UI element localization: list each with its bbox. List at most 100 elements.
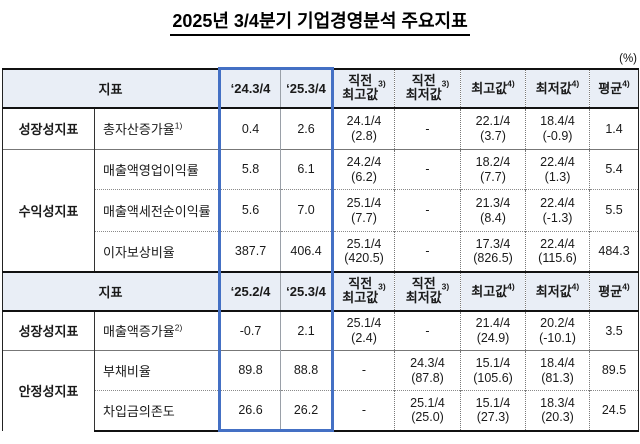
value-cell: - — [394, 231, 461, 272]
value-cell: -0.7 — [218, 310, 282, 351]
value-cell: 3.5 — [589, 310, 640, 351]
value-cell: 24.5 — [589, 390, 640, 432]
header-sup: 4) — [571, 281, 580, 292]
value-cell: 484.3 — [589, 231, 640, 272]
table-row: 차입금의존도 26.6 26.2 - 25.1/4 (25.0) 15.1/4 … — [3, 390, 640, 432]
title-wrap: 2025년 3/4분기 기업경영분석 주요지표 — [0, 7, 640, 36]
header-sup: 4) — [622, 281, 630, 292]
header-index-label: 지표 — [98, 81, 123, 97]
value-cell: 5.5 — [589, 189, 640, 232]
value-cell: 5.6 — [218, 189, 282, 232]
category-cell: 안정성지표 — [2, 350, 95, 431]
header-label: 직전 최고값 — [342, 275, 379, 305]
value-cell: 89.8 — [218, 350, 282, 391]
header-sup: 3) — [441, 78, 450, 89]
value-cell: 21.3/4 (8.4) — [460, 189, 526, 232]
value-cell: 2.6 — [280, 107, 335, 150]
value-cell: - — [332, 350, 395, 391]
header-index-label: 지표 — [98, 284, 123, 300]
header-label: 최저값 — [535, 80, 572, 96]
indicator-label: 이자보상비율 — [103, 244, 175, 260]
value-cell: 22.4/4 (1.3) — [525, 149, 590, 190]
value-cell: 22.4/4 (115.6) — [525, 231, 590, 272]
header-recent-min: 직전 최저값3) — [394, 270, 461, 312]
header-recent-max: 직전 최고값3) — [332, 67, 395, 109]
header-label: 평균 — [598, 80, 623, 96]
header-min: 최저값4) — [525, 67, 590, 109]
value-cell: 387.7 — [218, 231, 282, 272]
header-index: 지표 — [1, 67, 220, 109]
value-cell: 25.1/4 (25.0) — [394, 390, 461, 432]
header-label: 직전 최저값 — [405, 72, 442, 102]
value-cell: 26.2 — [280, 390, 335, 432]
header-q-curr: ‘25.3/4 — [280, 270, 335, 312]
table-row: 성장성지표 총자산증가율1) 0.4 2.6 24.1/4 (2.8) - 22… — [2, 107, 640, 150]
table-row: 매출액세전순이익률 5.6 7.0 25.1/4 (7.7) - 21.3/4 … — [3, 189, 640, 232]
header-min: 최저값4) — [525, 270, 590, 312]
header-sup: 3) — [441, 281, 450, 292]
indicator-label: 총자산증가율 — [103, 122, 175, 138]
header-label: 평균 — [598, 283, 623, 299]
value-cell: 15.1/4 (105.6) — [460, 350, 526, 391]
header-label: ‘24.3/4 — [230, 80, 271, 96]
header-sup: 4) — [507, 281, 515, 292]
header-label: 직전 최저값 — [405, 275, 442, 305]
unit-label: (%) — [619, 53, 637, 65]
header-sup: 3) — [378, 281, 386, 292]
header-label: 직전 최고값 — [342, 72, 379, 102]
value-cell: - — [394, 149, 461, 190]
value-cell: 20.2/4 (-10.1) — [525, 310, 590, 351]
header-label: 최고값 — [471, 283, 508, 299]
header-label: 최저값 — [535, 283, 572, 299]
header-recent-min: 직전 최저값3) — [394, 67, 461, 109]
header-sup: 3) — [378, 78, 386, 89]
table-row: 수익성지표 매출액영업이익률 5.8 6.1 24.2/4 (6.2) - 18… — [2, 149, 640, 272]
value-cell: 22.1/4 (3.7) — [460, 107, 526, 150]
table-row: 안정성지표 부채비율 89.8 88.8 - 24.3/4 (87.8) 15.… — [2, 350, 640, 431]
value-cell: 25.1/4 (7.7) — [332, 189, 395, 232]
value-cell: - — [394, 310, 461, 351]
header-label: ‘25.2/4 — [230, 283, 271, 299]
category-cell: 성장성지표 — [2, 310, 95, 351]
indicator-cell: 총자산증가율1) — [95, 108, 220, 150]
header-max: 최고값4) — [460, 67, 526, 109]
indicator-label: 매출액증가율 — [103, 324, 175, 340]
value-cell: 89.5 — [589, 350, 640, 391]
value-cell: 0.4 — [218, 107, 282, 150]
table-row: 성장성지표 매출액증가율2) -0.7 2.1 25.1/4 (2.4) - 2… — [2, 310, 640, 351]
table-row: 이자보상비율 387.7 406.4 25.1/4 (420.5) - 17.3… — [3, 231, 640, 272]
header-sup: 4) — [622, 78, 630, 89]
value-cell: - — [394, 107, 461, 150]
value-cell: - — [394, 189, 461, 232]
header-sup: 4) — [571, 78, 580, 89]
indicator-cell: 이자보상비율 — [94, 231, 220, 272]
header-label: ‘25.3/4 — [286, 80, 326, 96]
header-q-prev: ‘25.2/4 — [218, 270, 282, 312]
value-cell: 6.1 — [280, 149, 335, 190]
value-cell: 2.1 — [280, 310, 335, 351]
indicator-cell: 매출액영업이익률 — [94, 149, 220, 190]
value-cell: 406.4 — [280, 231, 335, 272]
value-cell: - — [332, 390, 395, 432]
value-cell: 18.4/4 (81.3) — [525, 350, 590, 391]
indicator-label: 매출액세전순이익률 — [103, 204, 211, 219]
value-cell: 7.0 — [280, 189, 335, 232]
value-cell: 21.4/4 (24.9) — [460, 310, 526, 351]
value-cell: 22.4/4 (-1.3) — [525, 189, 590, 232]
value-cell: 5.8 — [218, 149, 282, 190]
header-avg: 평균4) — [589, 270, 640, 312]
header-label: ‘25.3/4 — [286, 283, 326, 299]
value-cell: 25.1/4 (2.4) — [346, 316, 382, 345]
value-cell: 24.2/4 (6.2) — [332, 149, 395, 190]
indicator-cell: 부채비율 — [94, 350, 220, 391]
header-recent-max: 직전 최고값3) — [332, 270, 395, 312]
value-cell: 5.4 — [589, 149, 640, 190]
value-cell: 18.2/4 (7.7) — [460, 149, 526, 190]
indicator-label: 부채비율 — [103, 364, 151, 379]
indicator-sup: 1) — [174, 120, 183, 131]
value-cell: 15.1/4 (27.3) — [460, 390, 526, 432]
indicator-cell: 매출액증가율2) — [95, 311, 220, 351]
category-cell: 성장성지표 — [2, 107, 95, 150]
value-cell: 26.6 — [218, 390, 282, 432]
header-avg: 평균4) — [589, 67, 640, 109]
